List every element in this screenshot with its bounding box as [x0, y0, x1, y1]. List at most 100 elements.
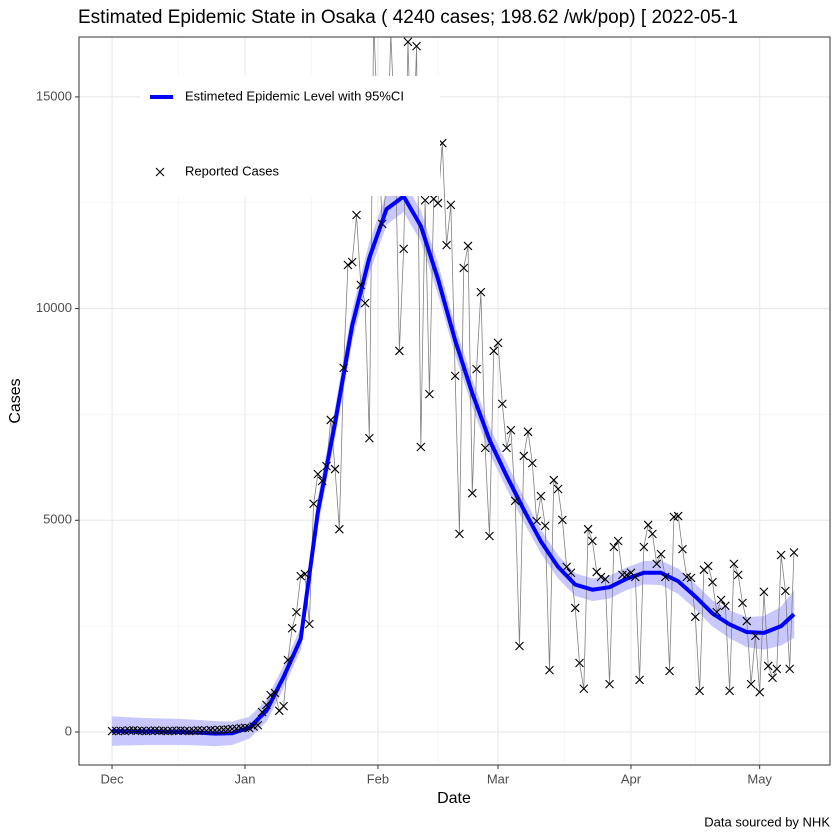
reported-point: [197, 726, 207, 735]
reported-point: [686, 573, 696, 583]
chart-title: Estimated Epidemic State in Osaka ( 4240…: [78, 7, 738, 28]
reported-point: [725, 686, 735, 696]
reported-point: [532, 516, 542, 526]
reported-point: [313, 469, 323, 479]
reported-point: [712, 607, 722, 617]
reported-point: [146, 726, 156, 736]
reported-point: [412, 41, 421, 51]
reported-point: [253, 720, 263, 730]
reported-point: [472, 364, 481, 374]
reported-point: [377, 219, 387, 229]
reported-point: [356, 280, 366, 290]
x-tick-label: Dec: [100, 771, 124, 786]
reported-point: [206, 725, 216, 735]
reported-point: [506, 425, 516, 435]
reported-point: [317, 476, 327, 486]
reported-point: [523, 427, 533, 437]
reported-point: [214, 725, 224, 735]
reported-point: [455, 529, 464, 539]
reported-point: [639, 542, 649, 552]
reported-point: [326, 415, 336, 425]
legend-label: Estimeted Epidemic Level with 95%CI: [185, 88, 404, 103]
reported-point: [648, 529, 657, 539]
reported-point: [588, 536, 597, 546]
reported-point: [322, 461, 331, 471]
reported-point: [257, 707, 267, 717]
caption: Data sourced by NHK: [704, 814, 830, 829]
reported-point: [420, 195, 430, 205]
reported-point: [339, 363, 349, 373]
reported-point: [330, 464, 340, 474]
legend-key: [155, 167, 165, 177]
legend-label: Reported Cases: [185, 163, 279, 178]
reported-point: [283, 655, 293, 665]
reported-point: [622, 570, 632, 580]
reported-point: [605, 679, 614, 689]
reported-point: [467, 488, 477, 498]
reported-point: [154, 726, 164, 736]
reported-point: [553, 484, 563, 494]
reported-point: [111, 726, 121, 736]
reported-point: [708, 577, 717, 587]
reported-point: [167, 726, 177, 736]
x-tick-label: Apr: [621, 771, 642, 786]
reported-point: [497, 399, 507, 409]
axes: 0 5000 10000 15000 Dec Jan Feb Mar Apr May: [36, 88, 773, 786]
reported-point: [575, 658, 584, 668]
reported-point: [292, 607, 301, 617]
reported-point: [493, 338, 503, 348]
reported-point: [343, 260, 353, 270]
estimated-line: [112, 194, 796, 736]
reported-point: [540, 521, 550, 531]
reported-point: [789, 548, 799, 557]
reported-point: [527, 458, 537, 468]
y-tick-label: 5000: [43, 512, 72, 527]
reported-point: [476, 287, 486, 297]
reported-point: [300, 569, 310, 579]
reported-point: [463, 241, 473, 251]
reported-point: [416, 442, 426, 452]
reported-point: [643, 520, 653, 530]
reported-point: [485, 531, 494, 541]
reported-point: [459, 263, 469, 273]
reported-point: [360, 298, 370, 308]
reported-point: [772, 664, 782, 674]
reported-point: [304, 619, 314, 629]
x-tick-label: May: [747, 771, 772, 786]
reported-point: [557, 515, 567, 525]
reported-point: [266, 690, 276, 700]
reported-point: [703, 561, 713, 571]
reported-point: [583, 524, 593, 534]
y-tick-label: 0: [65, 723, 72, 738]
reported-point: [673, 511, 683, 521]
reported-point: [768, 673, 777, 683]
reported-point: [613, 536, 623, 546]
reported-point: [592, 567, 602, 577]
reported-point: [347, 257, 357, 267]
reported-point: [364, 433, 374, 443]
reported-point: [750, 631, 760, 641]
reported-point: [562, 562, 572, 572]
reported-point: [720, 601, 730, 611]
reported-point: [545, 665, 554, 675]
reported-point: [609, 542, 619, 552]
reported-point: [738, 598, 747, 608]
reported-point: [446, 200, 456, 210]
reported-point: [690, 612, 700, 622]
reported-point: [776, 550, 786, 560]
panel-border: [78, 36, 831, 766]
reported-point: [502, 443, 511, 453]
reported-point: [755, 687, 765, 697]
legend: Estimeted Epidemic Level with 95%CI Repor…: [140, 76, 440, 196]
reported-point: [394, 346, 404, 356]
reported-point: [746, 679, 756, 689]
reported-point: [665, 666, 674, 676]
reported-point: [193, 725, 203, 735]
reported-point: [618, 570, 627, 580]
reported-point: [695, 686, 705, 696]
reported-point: [219, 725, 228, 735]
reported-point: [759, 587, 769, 597]
reported-point: [519, 451, 529, 461]
reported-point: [171, 726, 181, 736]
